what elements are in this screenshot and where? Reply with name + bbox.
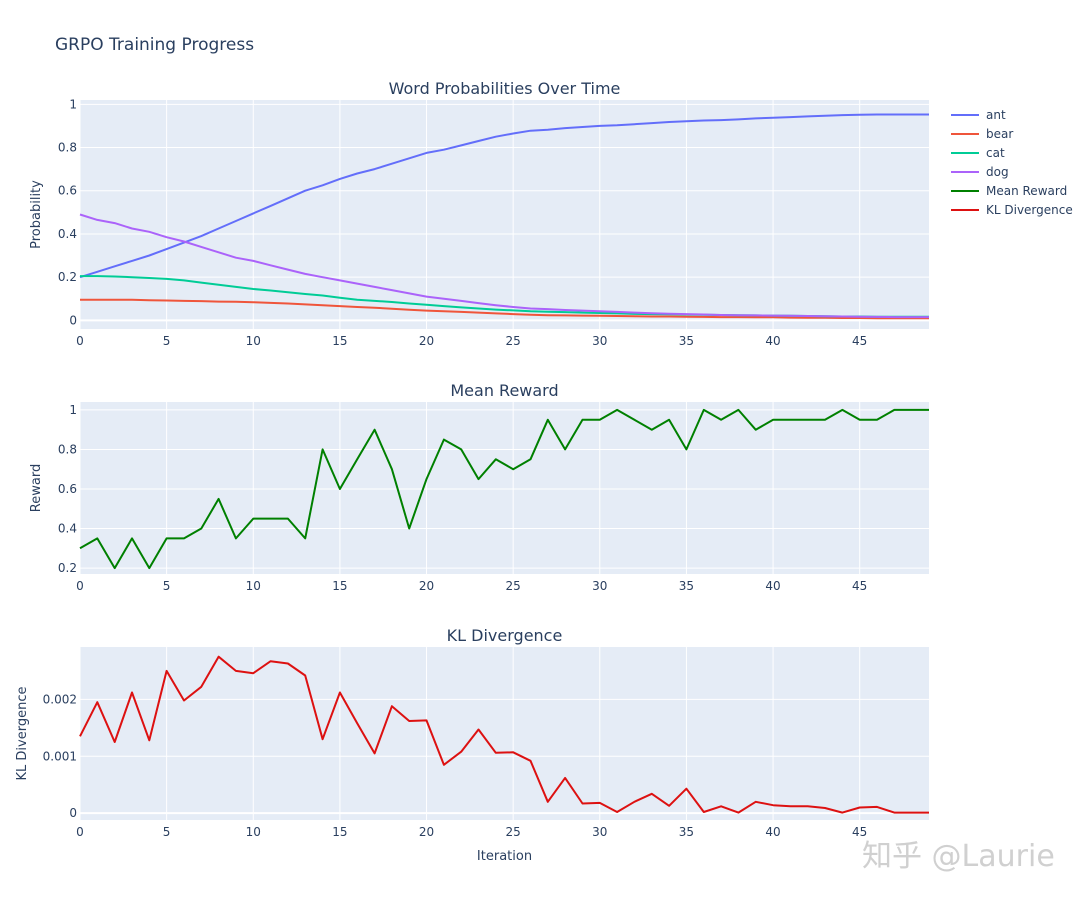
series-line-bear — [80, 298, 929, 320]
chart-title: GRPO Training Progress — [55, 35, 254, 55]
plot-area — [80, 100, 929, 329]
legend-item-mean-reward[interactable]: Mean Reward — [951, 184, 1067, 198]
x-tick-label: 40 — [765, 825, 780, 839]
legend[interactable]: ant bear cat dog Mean Reward KL Divergence — [951, 108, 1073, 217]
legend-label: KL Divergence — [986, 203, 1073, 217]
y-axis-label: Probability — [29, 180, 44, 249]
legend-item-cat[interactable]: cat — [951, 146, 1005, 160]
y-tick-label: 0.6 — [58, 482, 77, 496]
subplot-3: 0 5 10 15 20 25 30 35 40 45 0 0.001 0.002 KL Divergen… — [15, 626, 929, 864]
x-tick-label: 0 — [76, 334, 84, 348]
y-tick-label: 0.4 — [58, 522, 77, 536]
x-tick-label: 30 — [592, 334, 607, 348]
legend-label: cat — [986, 146, 1005, 160]
subplot-1: 0 5 10 15 20 25 30 35 40 45 0 0.2 0.4 0.6 0.8 1 Word Pro… — [29, 79, 929, 348]
y-tick-label: 0.8 — [58, 442, 77, 456]
x-tick-label: 45 — [852, 825, 867, 839]
x-axis-label: Iteration — [477, 849, 532, 864]
y-axis-label: Reward — [29, 464, 44, 512]
x-tick-label: 15 — [332, 334, 347, 348]
x-tick-label: 35 — [679, 825, 694, 839]
legend-item-ant[interactable]: ant — [951, 108, 1006, 122]
x-tick-label: 15 — [332, 579, 347, 593]
x-tick-label: 45 — [852, 579, 867, 593]
x-tick-label: 25 — [506, 334, 521, 348]
y-tick-label: 0 — [69, 806, 77, 820]
x-tick-label: 20 — [419, 579, 434, 593]
plot-area — [80, 402, 929, 574]
x-tick-label: 30 — [592, 825, 607, 839]
y-axis-label: KL Divergence — [15, 687, 30, 781]
y-tick-label: 0.2 — [58, 561, 77, 575]
y-tick-label: 0.2 — [58, 270, 77, 284]
series-line-dog — [79, 213, 929, 319]
legend-label: Mean Reward — [986, 184, 1067, 198]
x-tick-label: 5 — [163, 825, 171, 839]
x-tick-label: 25 — [506, 579, 521, 593]
y-tick-label: 0.002 — [43, 692, 77, 706]
x-tick-label: 10 — [246, 825, 261, 839]
series-line-kl-divergence — [79, 655, 929, 814]
x-tick-label: 10 — [246, 334, 261, 348]
x-tick-label: 5 — [163, 334, 171, 348]
x-tick-label: 25 — [506, 825, 521, 839]
series-line-ant — [79, 113, 929, 279]
subplot-title: Word Probabilities Over Time — [389, 79, 621, 98]
subplot-title: KL Divergence — [447, 626, 563, 645]
x-tick-label: 10 — [246, 579, 261, 593]
x-tick-label: 40 — [765, 334, 780, 348]
legend-item-dog[interactable]: dog — [951, 165, 1009, 179]
legend-label: dog — [986, 165, 1009, 179]
x-tick-label: 15 — [332, 825, 347, 839]
legend-label: ant — [986, 108, 1006, 122]
y-tick-label: 0.4 — [58, 227, 77, 241]
plot-area — [80, 647, 929, 820]
x-tick-label: 0 — [76, 825, 84, 839]
series-line-mean-reward — [79, 408, 929, 570]
x-tick-label: 5 — [163, 579, 171, 593]
x-tick-label: 45 — [852, 334, 867, 348]
subplot-2: 0 5 10 15 20 25 30 35 40 45 0.2 0.4 0.6 0.8 1 Mean Rewa… — [29, 381, 929, 593]
x-tick-label: 35 — [679, 579, 694, 593]
x-tick-label: 40 — [765, 579, 780, 593]
x-tick-label: 20 — [419, 825, 434, 839]
x-tick-label: 20 — [419, 334, 434, 348]
y-tick-label: 1 — [69, 403, 77, 417]
x-tick-label: 30 — [592, 579, 607, 593]
subplot-title: Mean Reward — [450, 381, 558, 400]
y-tick-label: 0.001 — [43, 749, 77, 763]
legend-label: bear — [986, 127, 1013, 141]
y-tick-label: 0.6 — [58, 184, 77, 198]
x-tick-label: 0 — [76, 579, 84, 593]
y-tick-label: 0 — [69, 313, 77, 327]
y-tick-label: 1 — [69, 97, 77, 111]
y-tick-label: 0.8 — [58, 141, 77, 155]
x-tick-label: 35 — [679, 334, 694, 348]
legend-item-kl-divergence[interactable]: KL Divergence — [951, 203, 1073, 217]
watermark: 知乎 @Laurie — [862, 839, 1055, 874]
legend-item-bear[interactable]: bear — [951, 127, 1013, 141]
